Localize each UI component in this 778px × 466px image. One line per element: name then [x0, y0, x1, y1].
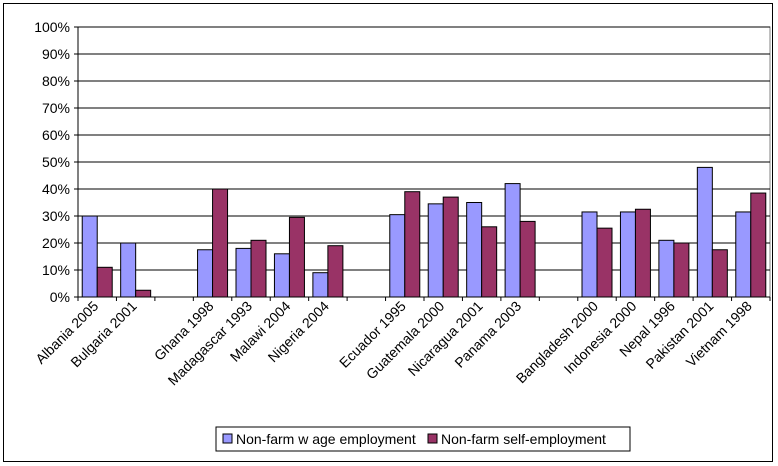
bar-wage-employment: [581, 211, 598, 298]
bar-self-employment: [212, 188, 229, 298]
bar-self-employment: [404, 191, 421, 298]
bar-wage-employment: [389, 214, 406, 298]
bars: [81, 166, 767, 298]
bar-self-employment: [673, 242, 690, 298]
y-tick-label: 100%: [34, 19, 70, 35]
y-tick-label: 80%: [42, 73, 70, 89]
bar-wage-employment: [466, 202, 483, 298]
bar-wage-employment: [235, 247, 252, 298]
y-tick-label: 20%: [42, 235, 70, 251]
legend-swatch-wage: [222, 433, 233, 444]
bar-self-employment: [711, 249, 728, 298]
bar-self-employment: [135, 289, 152, 298]
bar-self-employment: [442, 196, 459, 298]
bar-wage-employment: [735, 211, 752, 298]
bar-wage-employment: [619, 211, 636, 298]
bar-wage-employment: [273, 253, 290, 298]
legend-box: [215, 426, 631, 452]
bar-wage-employment: [197, 249, 214, 298]
bar-self-employment: [596, 227, 613, 298]
y-tick-label: 60%: [42, 127, 70, 143]
bar-wage-employment: [658, 239, 675, 298]
bar-wage-employment: [427, 203, 444, 298]
bar-wage-employment: [312, 272, 329, 298]
bar-self-employment: [250, 239, 267, 298]
legend-swatch-self: [427, 433, 438, 444]
bar-wage-employment: [696, 166, 713, 298]
bar-self-employment: [750, 192, 767, 298]
y-tick-label: 50%: [42, 154, 70, 170]
legend: Non-farm w age employment Non-farm self-…: [215, 426, 631, 452]
bar-self-employment: [634, 208, 651, 298]
bar-wage-employment: [504, 183, 521, 298]
x-tick-label: Panama 2003: [451, 298, 524, 371]
y-tick-label: 40%: [42, 181, 70, 197]
bar-wage-employment: [81, 215, 98, 298]
y-tick-label: 70%: [42, 100, 70, 116]
bar-self-employment: [481, 226, 498, 298]
bar-self-employment: [327, 245, 344, 298]
y-tick-label: 0%: [50, 289, 70, 305]
y-tick-label: 30%: [42, 208, 70, 224]
legend-label-self: Non-farm self-employment: [441, 431, 606, 447]
y-axis: 0% 10% 20% 30% 40% 50% 60% 70% 80% 90% 100%: [34, 19, 79, 305]
bar-self-employment: [519, 220, 536, 298]
x-tick-label: Ecuador 1995: [336, 298, 409, 371]
y-tick-label: 10%: [42, 262, 70, 278]
bar-self-employment: [288, 216, 305, 298]
y-tick-label: 90%: [42, 46, 70, 62]
grid-lines: [78, 26, 770, 271]
bar-self-employment: [96, 266, 113, 298]
bar-wage-employment: [120, 242, 137, 298]
legend-label-wage: Non-farm w age employment: [236, 431, 416, 447]
